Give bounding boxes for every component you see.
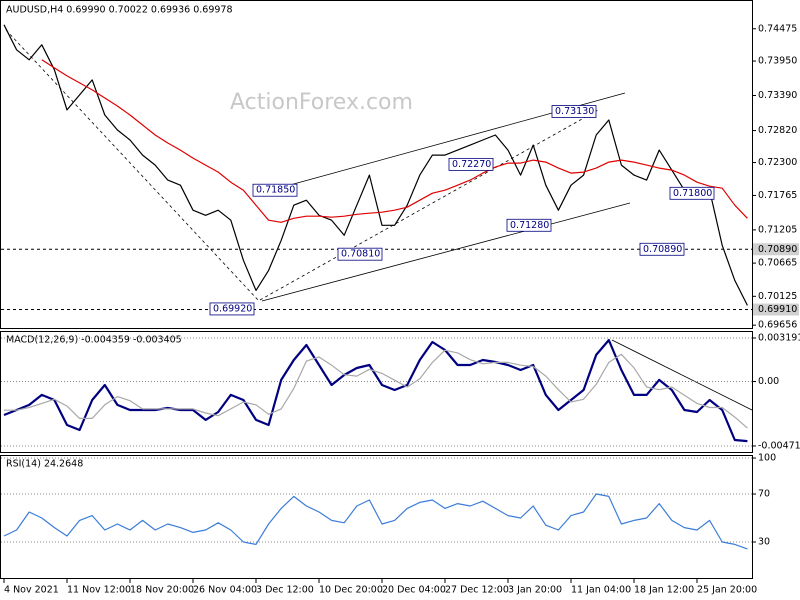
y-tick-label: 0.72820 (758, 125, 797, 136)
channel-line (261, 202, 631, 302)
x-tick-label: 26 Nov 04:00 (193, 585, 257, 596)
y-tick-label: 0.70125 (758, 291, 797, 302)
series-line (41, 59, 748, 223)
trend-line (259, 109, 599, 301)
series-line (4, 349, 748, 429)
x-tick-label: 20 Dec 04:00 (382, 585, 446, 596)
level-label: 0.70890 (758, 244, 797, 255)
level-label-box (753, 243, 799, 256)
y-tick-label: 100 (758, 453, 776, 464)
rsi-panel (0, 455, 753, 579)
y-tick-label: 30 (758, 537, 770, 548)
x-tick-label: 3 Dec 12:00 (256, 585, 314, 596)
x-tick-label: 27 Dec 12:00 (445, 585, 509, 596)
x-tick-label: 11 Nov 12:00 (67, 585, 131, 596)
annotation-label: 0.71280 (510, 220, 549, 231)
x-tick-label: 25 Jan 20:00 (697, 585, 757, 596)
y-tick-label: 0.72300 (758, 157, 797, 168)
x-tick-label: 18 Nov 20:00 (130, 585, 194, 596)
annotation-box (337, 247, 383, 261)
annotation-label: 0.72270 (452, 159, 491, 170)
x-tick-label: 4 Nov 2021 (4, 585, 59, 596)
annotation-box (551, 105, 597, 118)
x-tick-label: 10 Dec 20:00 (319, 585, 383, 596)
watermark: ActionForex.com (230, 90, 413, 115)
price-panel (0, 0, 753, 329)
panel-title: AUDUSD,H4 0.69990 0.70022 0.69936 0.6997… (6, 5, 233, 16)
level-label: 0.69910 (758, 304, 797, 315)
x-tick-label: 18 Jan 12:00 (634, 585, 694, 596)
annotation-label: 0.71850 (256, 185, 295, 196)
level-label-box (753, 303, 799, 316)
trend-line (5, 29, 259, 301)
panel-title: RSI(14) 24.2648 (6, 459, 83, 470)
series-line (3, 24, 748, 306)
y-tick-label: 0.73390 (758, 90, 797, 101)
y-tick-label: 0.69656 (758, 320, 797, 331)
annotation-box (252, 183, 298, 197)
y-tick-label: 0.70665 (758, 258, 797, 269)
y-tick-label: 70 (758, 489, 770, 500)
annotation-box (506, 218, 552, 232)
x-tick-label: 3 Jan 20:00 (508, 585, 562, 596)
annotation-box (669, 186, 715, 200)
annotation-label: 0.70890 (643, 244, 682, 255)
y-tick-label: 0.71765 (758, 190, 797, 201)
annotation-label: 0.73130 (555, 106, 594, 117)
annotation-label: 0.70810 (341, 249, 380, 260)
y-tick-label: 0.73950 (758, 56, 797, 67)
x-tick-label: 11 Jan 04:00 (571, 585, 631, 596)
series-line (3, 339, 748, 443)
y-tick-label: 0.00 (758, 376, 779, 387)
annotation-box (639, 242, 685, 256)
macd-panel (0, 331, 753, 453)
y-tick-label: 0.71205 (758, 224, 797, 235)
annotation-box (448, 157, 494, 171)
annotation-box (209, 302, 255, 316)
y-tick-label: -0.004718 (758, 440, 800, 451)
y-tick-label: 0.74475 (758, 23, 797, 34)
y-tick-label: 0.003191 (758, 332, 800, 343)
annotation-label: 0.71800 (673, 188, 712, 199)
panel-title: MACD(12,26,9) -0.004359 -0.003405 (6, 335, 182, 346)
trend-line (611, 339, 753, 411)
series-line (3, 493, 748, 550)
annotation-label: 0.69920 (213, 303, 252, 314)
